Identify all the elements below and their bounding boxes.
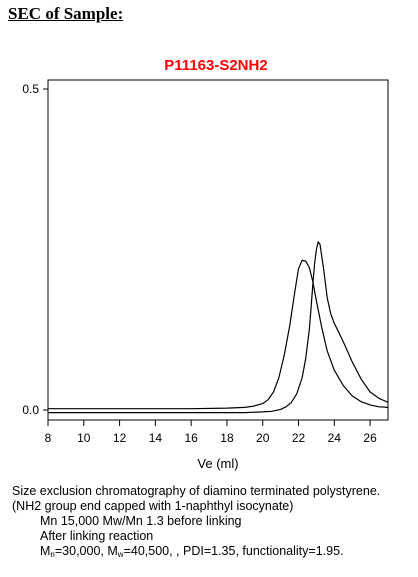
x-axis-ticks: 8 10 12 14 16 18 20 22 24 26 [45,420,377,445]
plot-frame [47,79,389,421]
caption: Size exclusion chromatography of diamino… [12,484,380,559]
x-tick-label: 24 [328,431,342,445]
caption-line-5: Mn=30,000, Mw=40,500, , PDI=1.35, functi… [12,544,380,559]
mw-symbol: M [107,544,118,558]
caption-line-3: Mn 15,000 Mw/Mn 1.3 before linking [40,514,242,528]
section-heading: SEC of Sample: [8,4,124,23]
x-tick-label: 12 [113,431,127,445]
x-tick-label: 8 [45,431,52,445]
series-line-2 [48,241,389,414]
mn-subscript: n [50,550,55,559]
series-line-1 [48,259,389,410]
x-tick-label: 10 [77,431,91,445]
x-tick-label: 18 [220,431,234,445]
series-group [48,241,389,414]
y-tick-label: 0.0 [22,403,39,417]
caption-line-1: Size exclusion chromatography of diamino… [12,484,381,498]
x-tick-label: 16 [184,431,198,445]
y-axis-ticks: 0.0 0.5 [22,82,48,417]
sec-chart: P11163-S2NH2 0.00.5 8 10 12 14 16 18 20 22 24 26 … [22,57,389,471]
x-tick-label: 22 [292,431,306,445]
y-tick-label: 0.5 [22,82,39,96]
mn-symbol: M [40,544,51,558]
x-tick-label: 14 [149,431,163,445]
mw-value: =40,500, , PDI=1.35, functionality=1.95. [123,544,344,558]
mw-subscript: w [117,550,124,559]
mn-value: =30,000, [54,544,108,558]
x-tick-label: 26 [363,431,377,445]
caption-line-2: (NH2 group end capped with 1-naphthyl is… [12,499,294,513]
x-axis-label: Ve (ml) [197,456,238,471]
x-tick-label: 20 [256,431,270,445]
caption-line-4: After linking reaction [40,529,154,543]
chart-title: P11163-S2NH2 [164,57,267,74]
